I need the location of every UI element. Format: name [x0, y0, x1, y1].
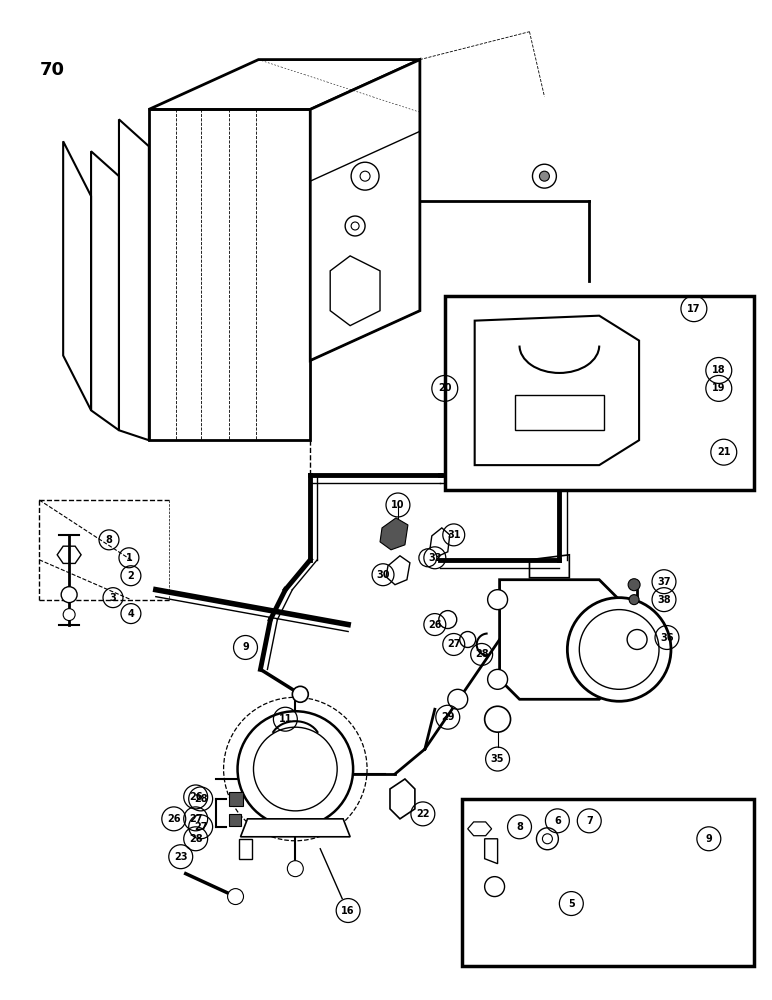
Text: 26: 26 — [428, 620, 442, 630]
Polygon shape — [149, 109, 310, 440]
Text: 17: 17 — [687, 304, 701, 314]
Text: 31: 31 — [447, 530, 461, 540]
Text: 35: 35 — [491, 754, 504, 764]
Text: 16: 16 — [341, 906, 355, 916]
Circle shape — [61, 587, 77, 603]
Bar — [229, 792, 242, 806]
Text: 22: 22 — [416, 809, 429, 819]
Text: 27: 27 — [447, 639, 461, 649]
Circle shape — [419, 549, 437, 567]
Circle shape — [488, 590, 507, 610]
Text: 70: 70 — [39, 61, 64, 79]
Text: 27: 27 — [189, 814, 202, 824]
Text: 28: 28 — [194, 794, 208, 804]
Text: 23: 23 — [174, 852, 188, 862]
Text: 26: 26 — [189, 792, 202, 802]
Text: 26: 26 — [167, 814, 181, 824]
Circle shape — [228, 889, 243, 905]
Text: 2: 2 — [127, 571, 134, 581]
Polygon shape — [241, 819, 350, 837]
Circle shape — [238, 711, 353, 827]
Bar — [445, 296, 753, 490]
Bar — [462, 799, 753, 966]
Circle shape — [628, 579, 640, 591]
Text: 4: 4 — [127, 609, 134, 619]
Text: 37: 37 — [657, 577, 671, 587]
Text: 38: 38 — [657, 595, 671, 605]
Text: 3: 3 — [110, 593, 117, 603]
Text: 11: 11 — [279, 714, 292, 724]
Circle shape — [537, 828, 558, 850]
Polygon shape — [380, 518, 408, 550]
Circle shape — [448, 689, 468, 709]
Circle shape — [540, 171, 550, 181]
Circle shape — [293, 686, 308, 702]
Polygon shape — [149, 60, 420, 109]
Text: 28: 28 — [475, 649, 489, 659]
Bar — [514, 395, 604, 430]
Circle shape — [460, 632, 476, 647]
Text: 18: 18 — [712, 365, 726, 375]
Circle shape — [488, 669, 507, 689]
Text: 8: 8 — [106, 535, 113, 545]
Circle shape — [438, 611, 457, 629]
Text: 5: 5 — [568, 899, 574, 909]
Text: 20: 20 — [438, 383, 452, 393]
Circle shape — [287, 861, 303, 877]
Text: 9: 9 — [706, 834, 713, 844]
Circle shape — [567, 598, 671, 701]
Text: 7: 7 — [586, 816, 593, 826]
Text: 30: 30 — [376, 570, 390, 580]
Circle shape — [485, 877, 505, 897]
Text: 36: 36 — [660, 633, 674, 643]
Text: 32: 32 — [428, 553, 442, 563]
Polygon shape — [310, 60, 420, 361]
Text: 27: 27 — [194, 822, 208, 832]
Text: 10: 10 — [391, 500, 405, 510]
Circle shape — [533, 164, 557, 188]
Text: 6: 6 — [554, 816, 560, 826]
Text: 9: 9 — [242, 642, 249, 652]
Circle shape — [627, 630, 647, 649]
Text: 29: 29 — [441, 712, 455, 722]
Text: 28: 28 — [189, 834, 202, 844]
Text: 1: 1 — [126, 553, 132, 563]
Circle shape — [63, 609, 75, 621]
Polygon shape — [475, 316, 639, 465]
Text: 21: 21 — [717, 447, 730, 457]
Text: 19: 19 — [712, 383, 726, 393]
Text: 8: 8 — [516, 822, 523, 832]
Polygon shape — [499, 580, 619, 699]
Bar — [229, 814, 241, 826]
Circle shape — [629, 595, 639, 605]
